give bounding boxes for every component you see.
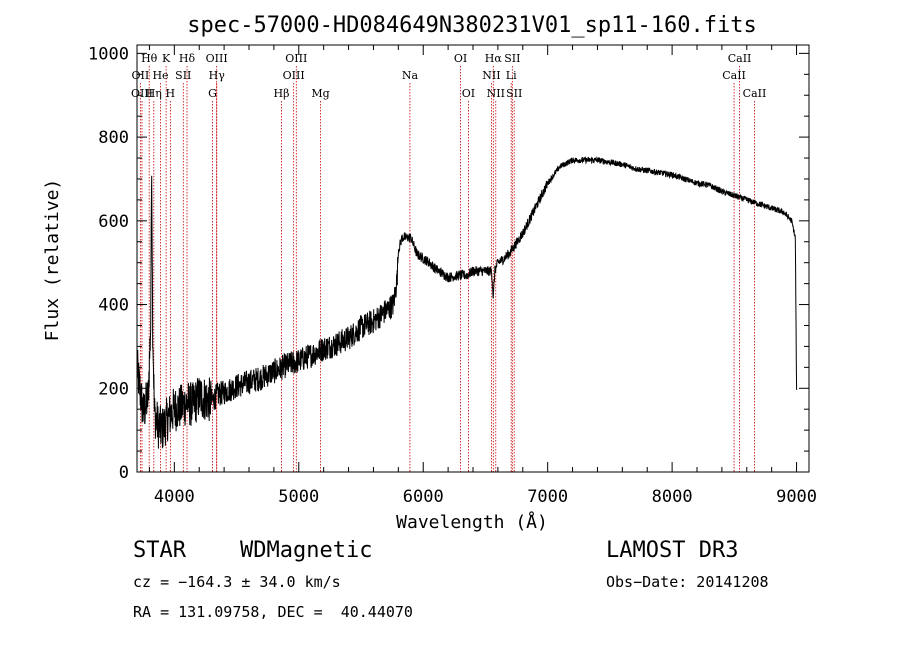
y-tick-label: 400	[98, 296, 129, 316]
spectral-line-label: K	[162, 52, 171, 65]
spectral-line-label: Na	[402, 69, 419, 82]
spectral-line-label: OIII	[285, 52, 307, 65]
redshift-cz: cz = −164.3 ± 34.0 km/s	[133, 573, 341, 591]
y-tick-label: 200	[98, 379, 129, 399]
spectral-line-label: Hα	[485, 52, 503, 65]
spectral-line-label: SII	[175, 69, 191, 82]
spectral-line-label: Hδ	[179, 52, 196, 65]
survey-name: LAMOST DR3	[606, 538, 739, 563]
spectral-line-label: CaII	[728, 52, 752, 65]
obs-date: Obs−Date: 20141208	[606, 573, 769, 591]
spectral-line-label: SII	[506, 87, 522, 100]
spectral-line-label: OIII	[206, 52, 228, 65]
spectral-line-label: Hβ	[274, 87, 290, 100]
spectral-line-label: SII	[504, 52, 520, 65]
spectral-line-label: NII	[482, 69, 500, 82]
spectral-line-label: Hθ	[141, 52, 158, 65]
spectral-line-label: Li	[506, 69, 517, 82]
spectral-line-label: Hγ	[209, 69, 226, 82]
spectral-line-label: NII	[487, 87, 505, 100]
x-tick-label: 5000	[278, 487, 319, 507]
x-tick-label: 8000	[652, 487, 693, 507]
y-axis: 0 200 400 600 800 1000	[88, 44, 809, 483]
plot-frame	[136, 44, 810, 473]
spectral-line-label: OI	[462, 87, 475, 100]
flux-series-line	[136, 155, 798, 449]
spectral-line-label: CaII	[722, 69, 746, 82]
x-tick-label: 7000	[527, 487, 568, 507]
y-tick-label: 800	[98, 128, 129, 148]
x-axis: 4000 5000 6000 7000 8000 9000	[148, 45, 817, 507]
spectral-line-label: H	[166, 87, 176, 100]
spectral-line-label: Mg	[311, 87, 329, 100]
spectral-line-label: OIII	[131, 87, 153, 100]
spectral-line-label: OII	[132, 69, 150, 82]
spectral-line-label: OIII	[283, 69, 305, 82]
x-tick-label: 6000	[403, 487, 444, 507]
spectral-line-label: Hη	[146, 87, 162, 100]
spectral-line-label: He	[152, 69, 168, 82]
x-tick-label: 9000	[776, 487, 817, 507]
spectral-line-label: CaII	[743, 87, 767, 100]
y-tick-label: 0	[119, 463, 129, 483]
spectral-line-label: G	[208, 87, 217, 100]
y-tick-label: 600	[98, 212, 129, 232]
x-tick-label: 4000	[154, 487, 195, 507]
object-subclass: WDMagnetic	[240, 538, 373, 563]
spectral-line-markers	[139, 66, 755, 472]
x-axis-label: Wavelength (Å)	[396, 511, 548, 533]
chart-title: spec-57000-HD084649N380231V01_sp11-160.f…	[187, 13, 757, 38]
spectral-line-label: OI	[454, 52, 467, 65]
y-tick-label: 1000	[88, 44, 129, 64]
spectrum-chart: spec-57000-HD084649N380231V01_sp11-160.f…	[42, 13, 817, 533]
object-class: STAR	[133, 538, 186, 563]
y-axis-label: Flux (relative)	[42, 179, 63, 342]
coordinates: RA = 131.09758, DEC = 40.44070	[133, 603, 413, 621]
